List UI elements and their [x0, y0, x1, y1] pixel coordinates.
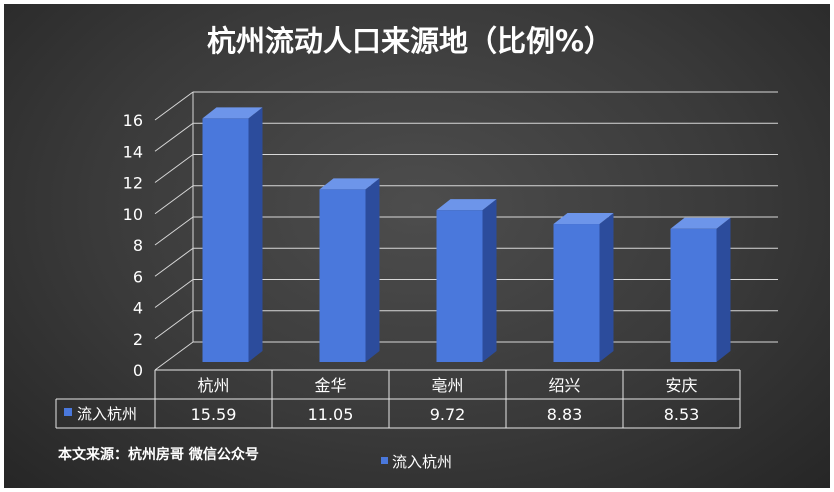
chart-title: 杭州流动人口来源地（比例%） — [207, 24, 613, 58]
bar — [553, 213, 614, 362]
y-tick-label: 14 — [123, 142, 143, 161]
bar-side — [716, 217, 731, 362]
bar — [670, 217, 731, 362]
category-label: 绍兴 — [548, 376, 580, 395]
data-label: 11.05 — [308, 405, 354, 424]
bar — [319, 178, 380, 362]
data-label: 8.83 — [547, 405, 583, 424]
bar-front — [436, 210, 483, 362]
data-label: 9.72 — [430, 405, 466, 424]
legend-label: 流入杭州 — [392, 453, 452, 471]
table-legend-key — [64, 408, 72, 416]
gridline-side — [154, 247, 194, 277]
bar-front — [670, 228, 717, 362]
bar-top — [202, 107, 263, 119]
bar-top — [319, 178, 380, 190]
y-tick-label: 2 — [133, 330, 143, 349]
bar-side — [365, 178, 380, 362]
y-tick-label: 12 — [123, 174, 143, 193]
y-axis: 0 2 4 6 8 10 12 14 16 — [123, 111, 143, 380]
y-tick-label: 6 — [133, 267, 143, 286]
bars — [202, 107, 731, 362]
bar-side — [599, 213, 614, 362]
gridline-side — [154, 185, 194, 215]
category-label: 亳州 — [431, 376, 463, 395]
data-label: 15.59 — [191, 405, 237, 424]
data-table: 杭州 金华 亳州 绍兴 安庆 15.59 11.05 9.72 8.83 8.53 流入杭州 — [55, 369, 741, 429]
bar-front — [319, 189, 366, 362]
gridline-side — [154, 154, 194, 183]
bar-front — [202, 118, 249, 362]
gridline-side — [154, 122, 194, 152]
y-tick-label: 0 — [133, 361, 143, 380]
data-label: 8.53 — [664, 405, 700, 424]
bar-top — [436, 199, 497, 211]
bar — [202, 107, 263, 362]
y-tick-label: 10 — [123, 205, 143, 224]
bar-top — [670, 217, 731, 229]
source-note: 本文来源：杭州房哥 微信公众号 — [58, 446, 259, 463]
gridline-side — [154, 279, 194, 308]
bar — [436, 199, 497, 362]
gridline-side — [154, 91, 194, 121]
y-tick-label: 16 — [123, 111, 143, 130]
legend: 流入杭州 — [381, 453, 452, 471]
bar-side — [248, 107, 263, 362]
y-tick-label: 4 — [133, 299, 143, 318]
gridline-side — [154, 216, 194, 246]
table-series-name: 流入杭州 — [77, 405, 137, 423]
category-label: 杭州 — [197, 376, 229, 395]
bar-side — [482, 199, 497, 362]
bar-top — [553, 213, 614, 225]
legend-key — [381, 457, 388, 464]
category-label: 金华 — [314, 376, 346, 395]
gridline-side — [154, 310, 194, 340]
category-label: 安庆 — [665, 376, 697, 395]
y-tick-label: 8 — [133, 236, 143, 255]
gridline-side — [154, 341, 194, 371]
bar-front — [553, 224, 600, 362]
